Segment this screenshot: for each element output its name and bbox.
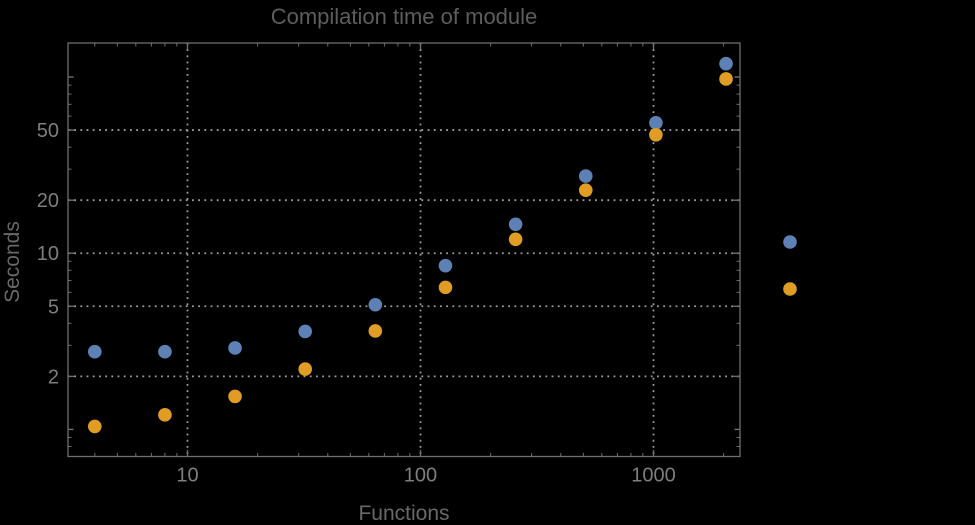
data-point-series-2-orange [368, 324, 383, 338]
data-point-series-1-blue [578, 169, 593, 183]
data-point-series-1-blue [508, 217, 523, 232]
data-point-series-2-orange [508, 232, 523, 247]
y-tick-label: 10 [37, 243, 59, 265]
data-point-series-1-blue [649, 115, 663, 130]
legend-marker [783, 282, 797, 296]
x-tick-label: 10 [176, 465, 198, 487]
legend-marker [783, 235, 797, 249]
x-axis-label: Functions [358, 502, 450, 525]
chart-title: Compilation time of module [270, 4, 538, 29]
data-point-series-1-blue [719, 56, 733, 71]
data-point-series-2-orange [158, 408, 172, 422]
y-tick-label: 20 [37, 190, 59, 212]
plot-frame [67, 42, 741, 458]
data-point-series-2-orange [87, 419, 102, 434]
data-point-series-1-blue [87, 344, 102, 359]
data-point-series-2-orange [438, 280, 453, 295]
y-tick-label: 5 [48, 296, 59, 318]
x-tick-label: 1000 [631, 465, 676, 487]
data-point-series-2-orange [578, 183, 593, 197]
data-point-series-1-blue [298, 324, 312, 339]
x-tick-label: 100 [404, 465, 437, 487]
data-point-series-2-orange [228, 389, 242, 404]
data-point-series-2-orange [649, 128, 663, 142]
data-point-series-2-orange [298, 362, 312, 376]
data-point-series-1-blue [438, 258, 453, 273]
data-point-series-1-blue [368, 297, 383, 312]
data-point-series-1-blue [228, 341, 242, 355]
y-tick-label: 50 [37, 120, 59, 142]
y-tick-label: 2 [48, 366, 59, 388]
data-point-series-1-blue [158, 344, 172, 359]
data-point-series-2-orange [719, 72, 733, 86]
